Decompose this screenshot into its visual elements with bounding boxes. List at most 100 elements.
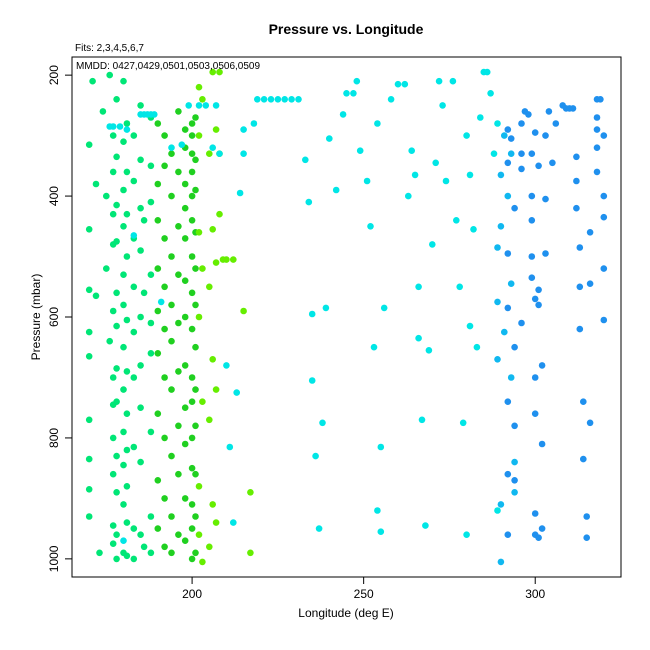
data-point <box>137 102 144 109</box>
data-point <box>600 192 608 200</box>
data-point <box>216 210 223 218</box>
data-point <box>535 534 542 541</box>
data-point <box>240 307 247 315</box>
data-point <box>175 271 182 279</box>
data-point <box>600 316 608 324</box>
data-point <box>535 301 542 309</box>
data-point <box>188 150 196 157</box>
data-point <box>168 513 175 520</box>
data-point <box>504 126 512 133</box>
data-point <box>109 434 117 442</box>
data-point <box>113 365 120 372</box>
data-point <box>545 108 553 115</box>
data-point <box>315 525 323 532</box>
data-point <box>576 283 584 291</box>
data-point <box>140 289 148 297</box>
data-point <box>109 210 117 218</box>
data-point <box>422 522 429 529</box>
data-point <box>322 304 330 312</box>
data-point <box>209 144 216 151</box>
data-point <box>528 150 536 157</box>
data-point <box>181 404 189 412</box>
data-point <box>511 343 518 351</box>
data-point <box>573 204 580 212</box>
data-point <box>569 105 577 112</box>
data-point <box>199 558 206 566</box>
data-point <box>405 192 412 200</box>
data-point <box>137 313 144 321</box>
data-point <box>109 132 117 139</box>
data-point <box>175 422 182 430</box>
y-tick-label: 1000 <box>47 545 61 572</box>
data-point <box>267 96 275 103</box>
data-point <box>531 410 539 418</box>
data-point <box>233 389 240 396</box>
data-point <box>593 114 601 121</box>
data-point <box>212 259 220 266</box>
data-point <box>154 120 162 127</box>
data-point <box>350 90 357 97</box>
data-point <box>188 525 196 532</box>
data-point <box>120 343 127 351</box>
data-point <box>240 126 247 133</box>
data-point <box>181 495 189 502</box>
data-point <box>586 280 594 288</box>
data-point <box>181 537 189 544</box>
data-point <box>85 286 93 294</box>
mmdd-label: MMDD: 0427,0429,0501,0503,0506,0509 <box>76 61 260 72</box>
data-point <box>103 265 110 272</box>
data-point <box>199 265 206 272</box>
data-point <box>109 522 117 529</box>
data-point <box>109 307 117 315</box>
data-point <box>463 132 470 139</box>
data-point <box>600 132 608 139</box>
data-point <box>113 398 120 406</box>
data-point <box>332 186 340 194</box>
data-point <box>507 135 515 142</box>
data-point <box>535 162 542 170</box>
data-point <box>181 126 189 133</box>
x-tick-label: 300 <box>525 587 545 601</box>
data-point <box>374 120 381 127</box>
data-point <box>192 186 199 194</box>
data-point <box>576 244 584 251</box>
data-point <box>181 204 189 212</box>
data-point <box>192 301 199 309</box>
data-point <box>511 204 518 212</box>
data-point <box>154 525 162 532</box>
data-point <box>123 253 131 260</box>
data-point <box>507 150 515 157</box>
data-point <box>528 274 536 282</box>
data-point <box>501 132 508 139</box>
data-point <box>168 150 175 157</box>
data-point <box>147 162 155 170</box>
data-point <box>113 153 120 161</box>
data-point <box>123 168 131 176</box>
data-point <box>137 362 144 369</box>
data-point <box>497 223 505 230</box>
data-point <box>586 229 594 236</box>
data-point <box>504 470 512 478</box>
data-point <box>466 322 474 330</box>
data-point <box>175 531 182 538</box>
data-point <box>425 347 433 354</box>
data-point <box>212 519 220 526</box>
data-point <box>168 144 175 151</box>
data-point <box>188 132 196 139</box>
data-point <box>85 353 93 360</box>
data-point <box>600 265 608 272</box>
data-point <box>123 446 131 454</box>
data-point <box>123 552 131 560</box>
data-point <box>531 129 539 136</box>
data-point <box>281 96 289 103</box>
data-point <box>168 549 175 557</box>
data-point <box>85 226 93 233</box>
data-point <box>181 235 189 242</box>
data-point <box>130 177 138 185</box>
y-axis-label: Pressure (mbar) <box>29 274 43 361</box>
data-point <box>195 132 203 139</box>
data-point <box>140 217 148 224</box>
data-point <box>518 165 525 173</box>
data-point <box>538 362 546 369</box>
